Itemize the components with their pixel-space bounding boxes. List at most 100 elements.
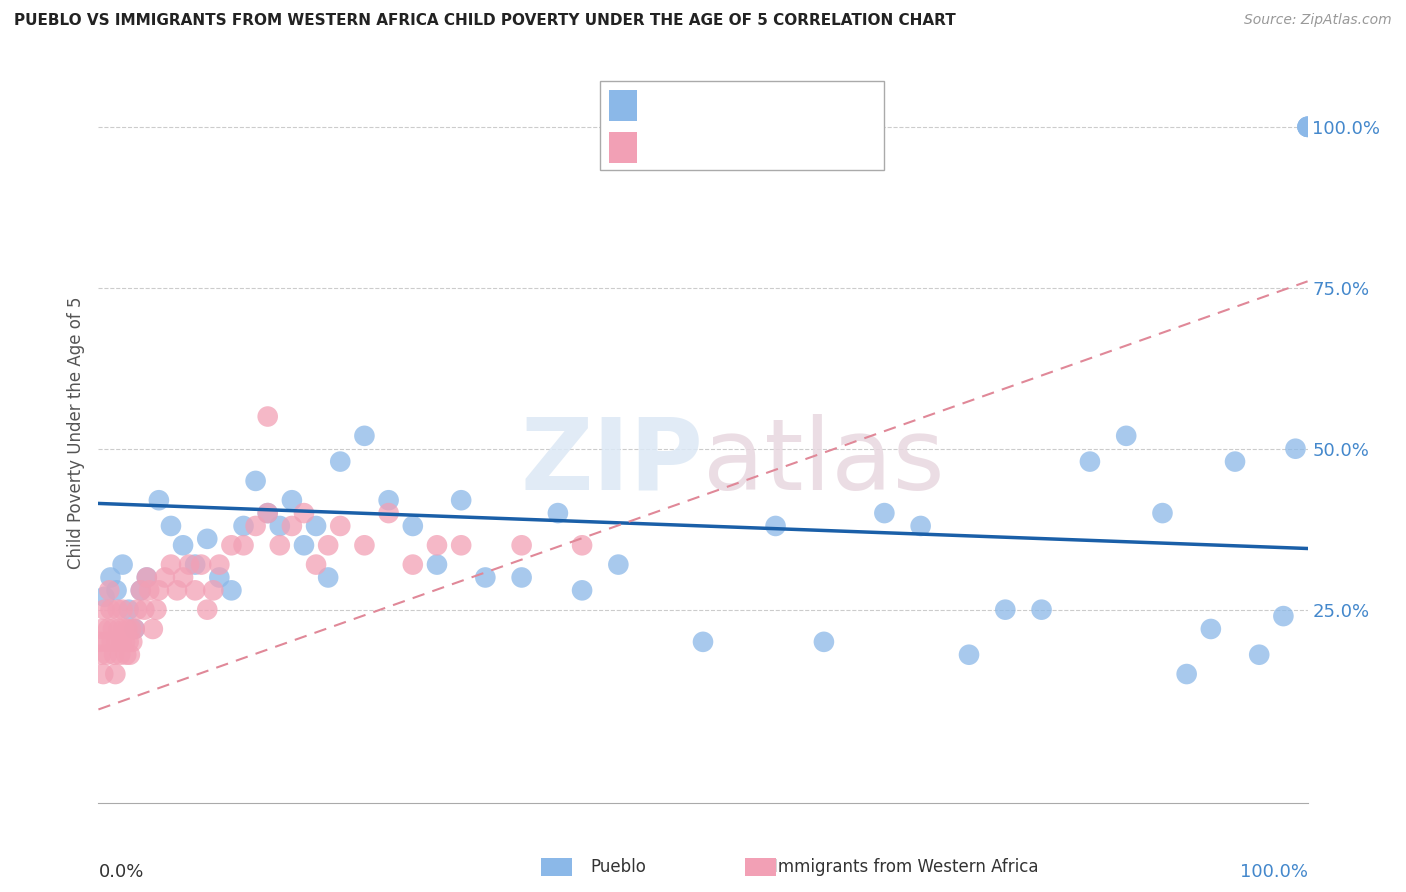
Pueblo [994,602,1017,616]
Immigrants from Western Africa [377,506,399,520]
Immigrants from Western Africa [190,558,212,572]
Y-axis label: Child Poverty Under the Age of 5: Child Poverty Under the Age of 5 [66,296,84,569]
Immigrants from Western Africa [184,583,207,598]
Pueblo [873,506,896,520]
Text: 0.0%: 0.0% [98,863,143,880]
Pueblo [426,558,449,572]
Immigrants from Western Africa [134,602,156,616]
Immigrants from Western Africa [91,622,114,636]
Pueblo [281,493,304,508]
Immigrants from Western Africa [153,570,176,584]
Immigrants from Western Africa [256,506,278,520]
Immigrants from Western Africa [90,648,112,662]
Text: Source: ZipAtlas.com: Source: ZipAtlas.com [1244,13,1392,28]
Immigrants from Western Africa [269,538,291,552]
Immigrants from Western Africa [121,635,143,649]
Immigrants from Western Africa [98,583,121,598]
Pueblo [1272,609,1295,624]
Immigrants from Western Africa [208,558,231,572]
Pueblo [135,570,157,584]
Immigrants from Western Africa [221,538,243,552]
Pueblo [118,602,141,616]
Pueblo [184,558,207,572]
Immigrants from Western Africa [179,558,201,572]
Pueblo [607,558,630,572]
Immigrants from Western Africa [111,602,134,616]
Pueblo [305,519,328,533]
Immigrants from Western Africa [104,667,127,681]
Immigrants from Western Africa [97,622,120,636]
Immigrants from Western Africa [120,622,142,636]
Pueblo [1175,667,1198,681]
Pueblo [1249,648,1271,662]
Pueblo [1296,120,1319,134]
Pueblo [245,474,267,488]
Immigrants from Western Africa [402,558,425,572]
Pueblo [148,493,170,508]
Pueblo [402,519,425,533]
Pueblo [474,570,496,584]
Pueblo [100,570,122,584]
Pueblo [571,583,593,598]
Pueblo [692,635,714,649]
Immigrants from Western Africa [160,558,183,572]
Pueblo [957,648,980,662]
Text: atlas: atlas [703,414,945,511]
Pueblo [232,519,254,533]
Pueblo [111,558,134,572]
Immigrants from Western Africa [426,538,449,552]
Immigrants from Western Africa [91,667,114,681]
Pueblo [1223,454,1246,468]
Pueblo [160,519,183,533]
Pueblo [256,506,278,520]
Immigrants from Western Africa [145,602,167,616]
Immigrants from Western Africa [195,602,218,616]
Immigrants from Western Africa [148,583,170,598]
Immigrants from Western Africa [172,570,194,584]
Pueblo [353,429,375,443]
Immigrants from Western Africa [117,622,139,636]
Immigrants from Western Africa [93,602,115,616]
Pueblo [510,570,533,584]
Immigrants from Western Africa [108,622,131,636]
Immigrants from Western Africa [245,519,267,533]
Text: ZIP: ZIP [520,414,703,511]
Immigrants from Western Africa [124,622,146,636]
Immigrants from Western Africa [166,583,188,598]
Pueblo [93,590,115,604]
Pueblo [124,622,146,636]
Immigrants from Western Africa [107,602,129,616]
Immigrants from Western Africa [142,622,165,636]
Immigrants from Western Africa [329,519,352,533]
Immigrants from Western Africa [100,602,122,616]
Pueblo [377,493,399,508]
Immigrants from Western Africa [135,570,157,584]
Immigrants from Western Africa [571,538,593,552]
Immigrants from Western Africa [305,558,328,572]
Pueblo [172,538,194,552]
Text: 100.0%: 100.0% [1240,863,1308,880]
Pueblo [1284,442,1306,456]
Immigrants from Western Africa [127,602,149,616]
Immigrants from Western Africa [105,635,128,649]
Immigrants from Western Africa [118,648,141,662]
Pueblo [329,454,352,468]
Immigrants from Western Africa [101,622,124,636]
Pueblo [1115,429,1137,443]
Text: Pueblo: Pueblo [591,858,647,876]
Immigrants from Western Africa [112,622,135,636]
Immigrants from Western Africa [110,635,132,649]
Immigrants from Western Africa [129,583,152,598]
Immigrants from Western Africa [96,648,118,662]
Pueblo [105,583,128,598]
Immigrants from Western Africa [100,635,122,649]
Pueblo [316,570,339,584]
Immigrants from Western Africa [138,583,160,598]
Immigrants from Western Africa [353,538,375,552]
Pueblo [221,583,243,598]
Immigrants from Western Africa [108,648,131,662]
Text: PUEBLO VS IMMIGRANTS FROM WESTERN AFRICA CHILD POVERTY UNDER THE AGE OF 5 CORREL: PUEBLO VS IMMIGRANTS FROM WESTERN AFRICA… [14,13,956,29]
Immigrants from Western Africa [89,635,111,649]
Immigrants from Western Africa [510,538,533,552]
Pueblo [450,493,472,508]
